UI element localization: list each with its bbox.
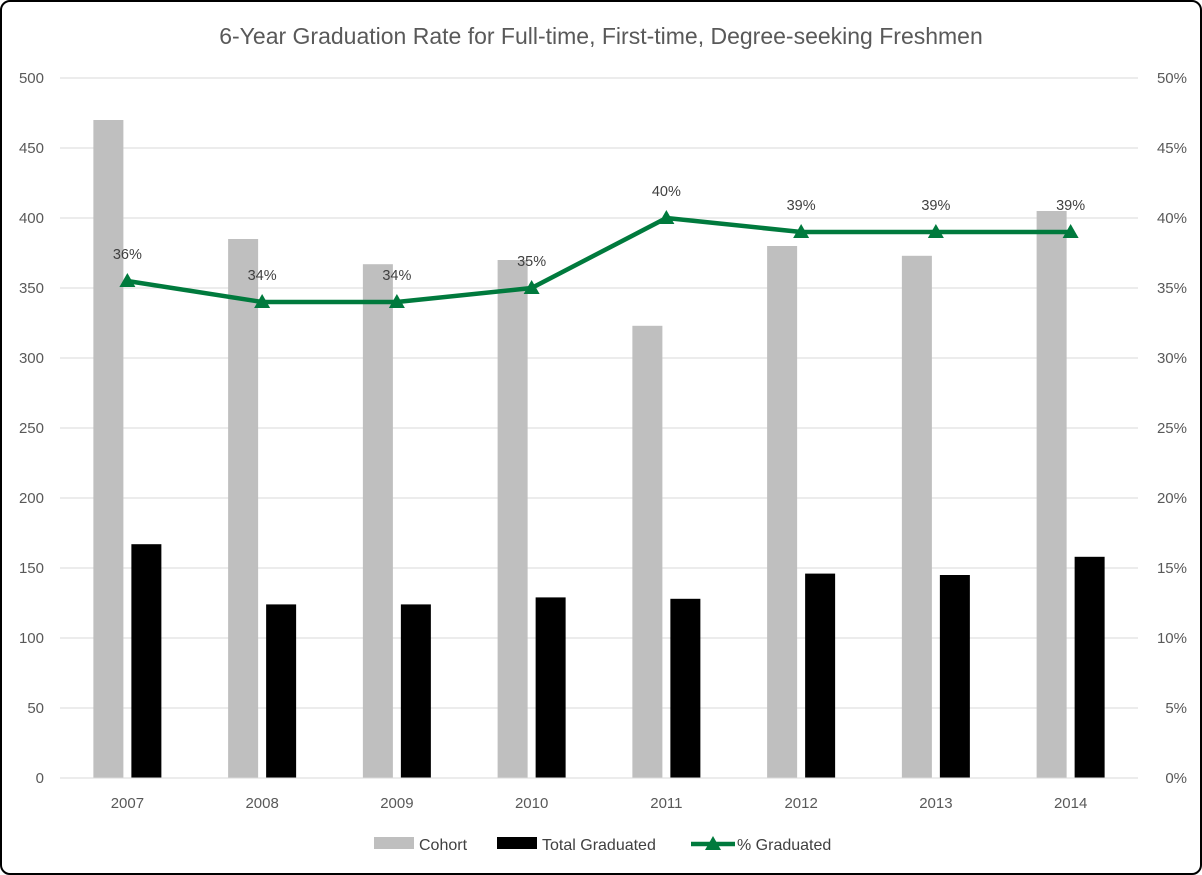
y-right-tick-label: 30% (1157, 350, 1187, 367)
bar-cohort-2008 (228, 239, 259, 778)
pct-data-label: 39% (1056, 198, 1085, 214)
y-right-tick-label: 40% (1157, 210, 1187, 227)
x-tick-label: 2008 (245, 795, 278, 812)
pct-marker-2007 (119, 273, 136, 287)
legend-label-total-graduated: Total Graduated (542, 837, 656, 854)
pct-marker-2013 (927, 224, 944, 238)
y-right-tick-label: 25% (1157, 420, 1187, 437)
bar-cohort-2009 (362, 264, 393, 778)
y-axis-left: 0 50 100 150 200 250 300 350 400 450 500 (19, 70, 44, 787)
pct-data-label: 34% (248, 268, 277, 284)
x-tick-label: 2013 (919, 795, 952, 812)
legend-swatch-cohort (374, 837, 414, 849)
y-right-tick-label: 50% (1157, 70, 1187, 87)
line-series: 36% 34% 34% 35% 40% 39% 39% 39% (113, 184, 1085, 308)
chart-title: 6-Year Graduation Rate for Full-time, Fi… (219, 23, 983, 49)
pct-data-label: 40% (652, 184, 681, 200)
pct-data-label: 35% (517, 254, 546, 270)
y-right-tick-label: 20% (1157, 490, 1187, 507)
y-left-tick-label: 0 (36, 770, 44, 787)
bar-cohort-2014 (1036, 211, 1067, 778)
pct-marker-2008 (254, 294, 271, 308)
bar-total-graduated-2009 (400, 604, 431, 778)
y-left-tick-label: 450 (19, 140, 44, 157)
x-tick-label: 2010 (515, 795, 548, 812)
x-tick-label: 2011 (650, 795, 682, 812)
bar-cohort-2010 (497, 260, 528, 778)
y-right-tick-label: 0% (1165, 770, 1187, 787)
pct-graduated-line (127, 215, 1071, 305)
y-left-tick-label: 100 (19, 630, 44, 647)
legend-label-cohort: Cohort (419, 837, 468, 854)
bar-total-graduated-2014 (1074, 556, 1105, 778)
bar-total-graduated-2007 (131, 544, 162, 778)
y-left-tick-label: 500 (19, 70, 44, 87)
pct-marker-2012 (793, 224, 810, 238)
x-tick-label: 2009 (380, 795, 413, 812)
pct-marker-2011 (658, 210, 675, 224)
pct-data-label: 39% (921, 198, 950, 214)
y-right-tick-label: 15% (1157, 560, 1187, 577)
bar-series (93, 120, 1105, 779)
pct-data-label: 39% (787, 198, 816, 214)
y-right-tick-label: 5% (1165, 700, 1187, 717)
x-axis: 2007 2008 2009 2010 2011 2012 2013 2014 (111, 795, 1088, 812)
bar-total-graduated-2010 (535, 597, 566, 778)
x-tick-label: 2007 (111, 795, 144, 812)
legend-label-pct-graduated: % Graduated (737, 837, 831, 854)
legend-swatch-total-graduated (497, 837, 537, 849)
pct-marker-2009 (388, 294, 405, 308)
bar-total-graduated-2012 (805, 573, 836, 778)
y-left-tick-label: 350 (19, 280, 44, 297)
y-left-tick-label: 250 (19, 420, 44, 437)
legend: Cohort Total Graduated % Graduated (374, 836, 831, 854)
y-left-tick-label: 150 (19, 560, 44, 577)
bar-cohort-2011 (632, 325, 663, 778)
y-right-tick-label: 10% (1157, 630, 1187, 647)
x-tick-label: 2014 (1054, 795, 1087, 812)
x-tick-label: 2012 (784, 795, 817, 812)
pct-data-label: 34% (382, 268, 411, 284)
bar-total-graduated-2008 (266, 604, 297, 778)
y-axis-right: 0% 5% 10% 15% 20% 25% 30% 35% 40% 45% 50% (1157, 70, 1187, 787)
y-left-tick-label: 50 (27, 700, 44, 717)
y-left-tick-label: 300 (19, 350, 44, 367)
pct-marker-2014 (1062, 224, 1079, 238)
bar-total-graduated-2013 (939, 575, 970, 778)
gridlines (60, 77, 1138, 709)
legend-swatch-pct-marker (705, 836, 721, 850)
bar-cohort-2007 (93, 120, 124, 778)
y-left-tick-label: 200 (19, 490, 44, 507)
bar-total-graduated-2011 (670, 598, 701, 778)
bar-cohort-2013 (901, 255, 932, 779)
y-right-tick-label: 35% (1157, 280, 1187, 297)
pct-data-label: 36% (113, 247, 142, 263)
pct-marker-2010 (523, 280, 540, 294)
bar-cohort-2012 (767, 246, 798, 778)
y-right-tick-label: 45% (1157, 140, 1187, 157)
y-left-tick-label: 400 (19, 210, 44, 227)
